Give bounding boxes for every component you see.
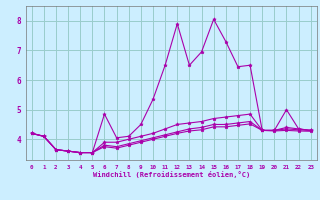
X-axis label: Windchill (Refroidissement éolien,°C): Windchill (Refroidissement éolien,°C) bbox=[92, 171, 250, 178]
